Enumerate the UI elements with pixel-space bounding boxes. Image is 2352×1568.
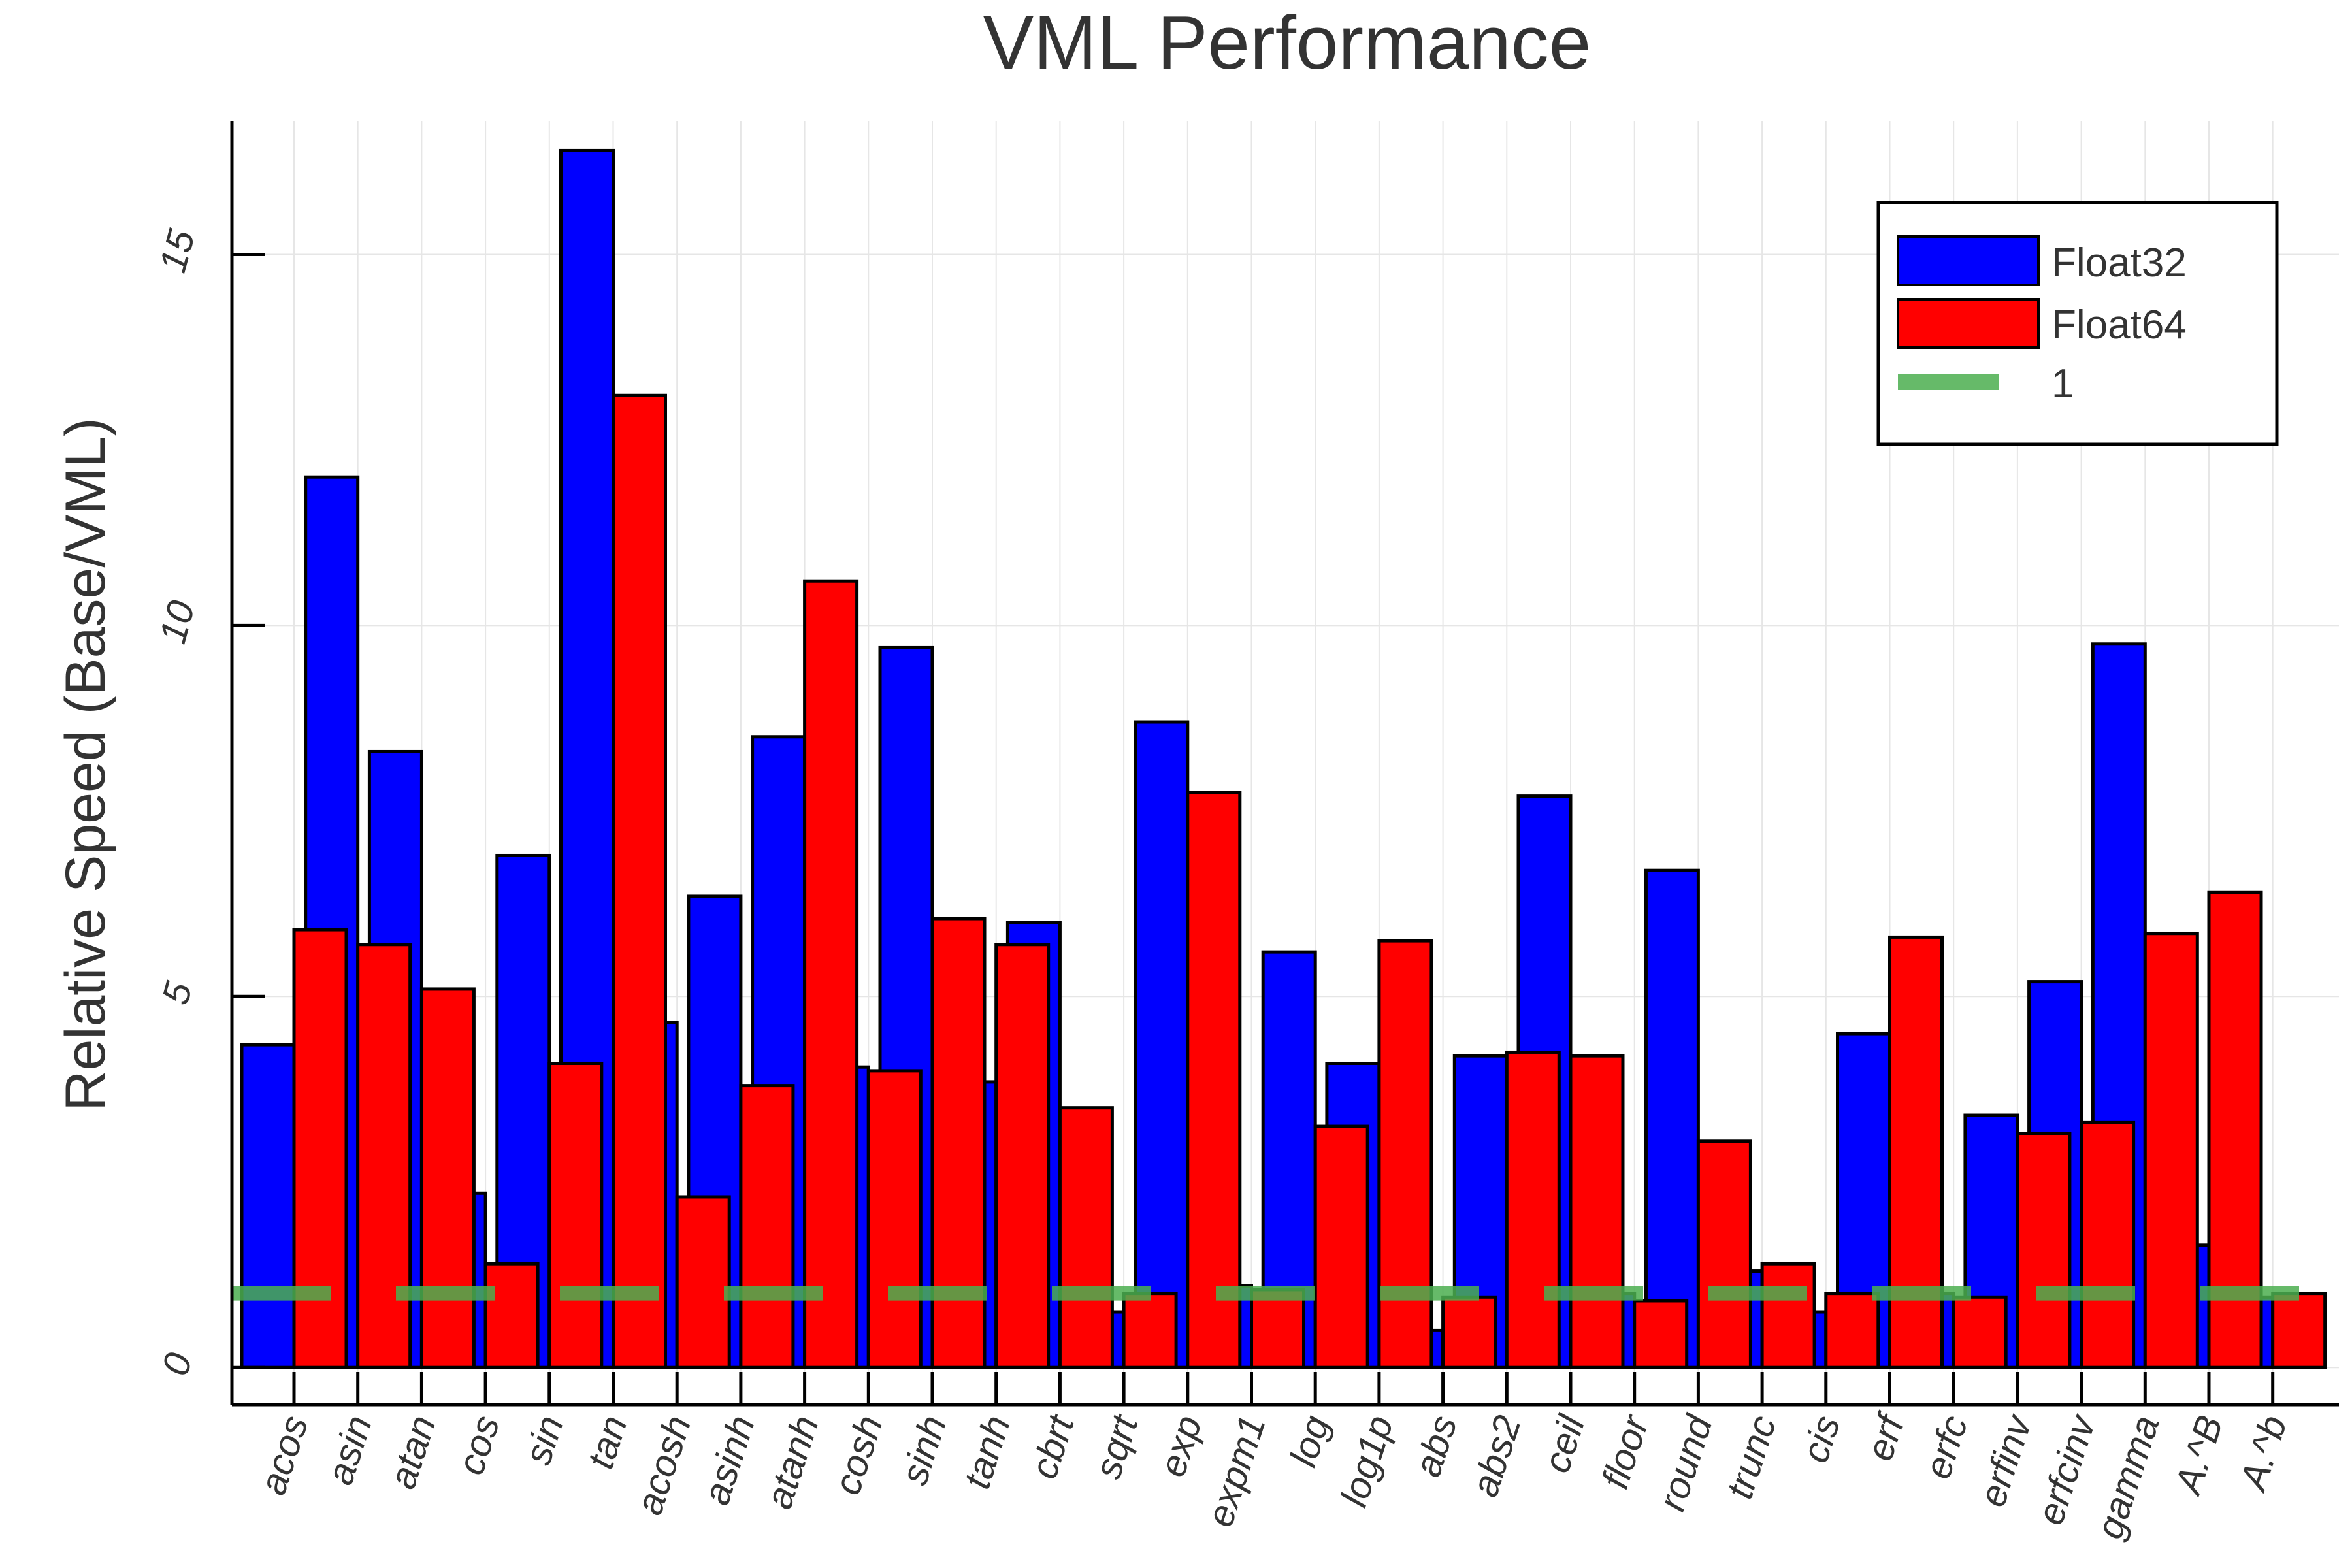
bar-float64 bbox=[866, 1069, 923, 1369]
bar-float64 bbox=[1569, 1054, 1625, 1369]
bar-float64 bbox=[1760, 1262, 1816, 1369]
x-tick-label: asin bbox=[318, 1411, 380, 1490]
bar-float64 bbox=[1122, 1292, 1178, 1369]
bar-float64 bbox=[1441, 1295, 1497, 1369]
x-tick-label: log bbox=[1282, 1411, 1338, 1472]
bar-float64 bbox=[483, 1262, 540, 1369]
bar-float32 bbox=[240, 1043, 296, 1369]
x-tick-label: A.^B bbox=[2166, 1411, 2231, 1501]
x-tick-label: erfinv bbox=[1971, 1409, 2041, 1512]
x-tick-label: tan bbox=[579, 1411, 636, 1474]
y-tick-label: 10 bbox=[151, 596, 203, 648]
bar-float64 bbox=[675, 1195, 731, 1369]
bar-float64 bbox=[356, 943, 412, 1369]
legend-label-reference: 1 bbox=[2051, 361, 2074, 406]
x-tick-label: floor bbox=[1593, 1409, 1658, 1494]
x-tick-label: trunc bbox=[1718, 1411, 1785, 1504]
x-tick-label: round bbox=[1650, 1409, 1721, 1516]
bar-float64 bbox=[1633, 1299, 1689, 1369]
x-tick-label: abs2 bbox=[1463, 1411, 1529, 1502]
x-tick-label: expm1 bbox=[1198, 1411, 1274, 1532]
y-tick-label: 5 bbox=[154, 977, 201, 1009]
x-tick-label: acos bbox=[252, 1411, 317, 1500]
legend-swatch-float32 bbox=[1897, 235, 2040, 286]
legend: Float32 Float64 1 bbox=[1876, 201, 2279, 446]
bar-float64 bbox=[803, 579, 859, 1369]
y-axis-label: Relative Speed (Base/VML) bbox=[54, 417, 117, 1111]
x-tick-label: atan bbox=[381, 1411, 444, 1494]
x-tick-label: tanh bbox=[955, 1411, 1019, 1494]
x-tick-label: cos bbox=[449, 1411, 508, 1480]
x-tick-label: ceil bbox=[1535, 1409, 1593, 1478]
bar-float64 bbox=[1250, 1288, 1305, 1369]
x-tick-label: cis bbox=[1793, 1411, 1848, 1468]
x-tick-label: erf bbox=[1858, 1407, 1914, 1465]
bar-float64 bbox=[1824, 1292, 1880, 1369]
bar-float64 bbox=[1313, 1124, 1369, 1369]
bar-float64 bbox=[1505, 1050, 1561, 1369]
bar-float64 bbox=[419, 987, 476, 1369]
bar-float64 bbox=[1058, 1106, 1114, 1369]
x-tick-label: sin bbox=[516, 1411, 572, 1470]
chart-title: VML Performance bbox=[983, 0, 1592, 85]
x-tick-label: abs bbox=[1406, 1411, 1465, 1482]
x-tick-label: atanh bbox=[757, 1411, 827, 1514]
legend-label-float64: Float64 bbox=[2051, 302, 2187, 348]
x-tick-label: exp bbox=[1151, 1411, 1210, 1482]
bar-float64 bbox=[2080, 1120, 2136, 1369]
x-tick-label: asinh bbox=[695, 1411, 764, 1510]
bar-float64 bbox=[1186, 791, 1242, 1369]
y-tick-label: 15 bbox=[151, 225, 203, 277]
bar-float64 bbox=[1696, 1139, 1752, 1369]
legend-label-float32: Float32 bbox=[2051, 240, 2187, 286]
x-tick-label: sqrt bbox=[1086, 1409, 1147, 1484]
x-tick-label: erfcinv bbox=[2029, 1409, 2104, 1529]
y-tick-label: 0 bbox=[154, 1348, 201, 1380]
bar-float64 bbox=[2016, 1132, 2072, 1369]
bar-float64 bbox=[612, 393, 667, 1369]
x-tick-label: A.^b bbox=[2231, 1411, 2295, 1497]
x-tick-label: acosh bbox=[628, 1411, 700, 1520]
bar-float64 bbox=[739, 1084, 795, 1369]
x-tick-label: cbrt bbox=[1022, 1409, 1083, 1484]
x-tick-label: sinh bbox=[893, 1411, 955, 1490]
legend-swatch-float64 bbox=[1897, 298, 2040, 349]
x-tick-label: log1p bbox=[1333, 1411, 1402, 1512]
bar-float32 bbox=[1644, 868, 1700, 1369]
bar-float64 bbox=[292, 928, 348, 1369]
bar-float64 bbox=[1377, 939, 1433, 1369]
bar-float64 bbox=[2143, 932, 2199, 1369]
x-tick-label: cosh bbox=[826, 1411, 891, 1500]
bar-float64 bbox=[547, 1062, 604, 1369]
bar-float64 bbox=[994, 943, 1051, 1369]
bar-float64 bbox=[1952, 1295, 2008, 1369]
bar-float64 bbox=[2271, 1292, 2327, 1369]
bar-float64 bbox=[1888, 935, 1944, 1369]
x-tick-label: erfc bbox=[1916, 1411, 1976, 1484]
bar-float32 bbox=[1134, 720, 1190, 1369]
